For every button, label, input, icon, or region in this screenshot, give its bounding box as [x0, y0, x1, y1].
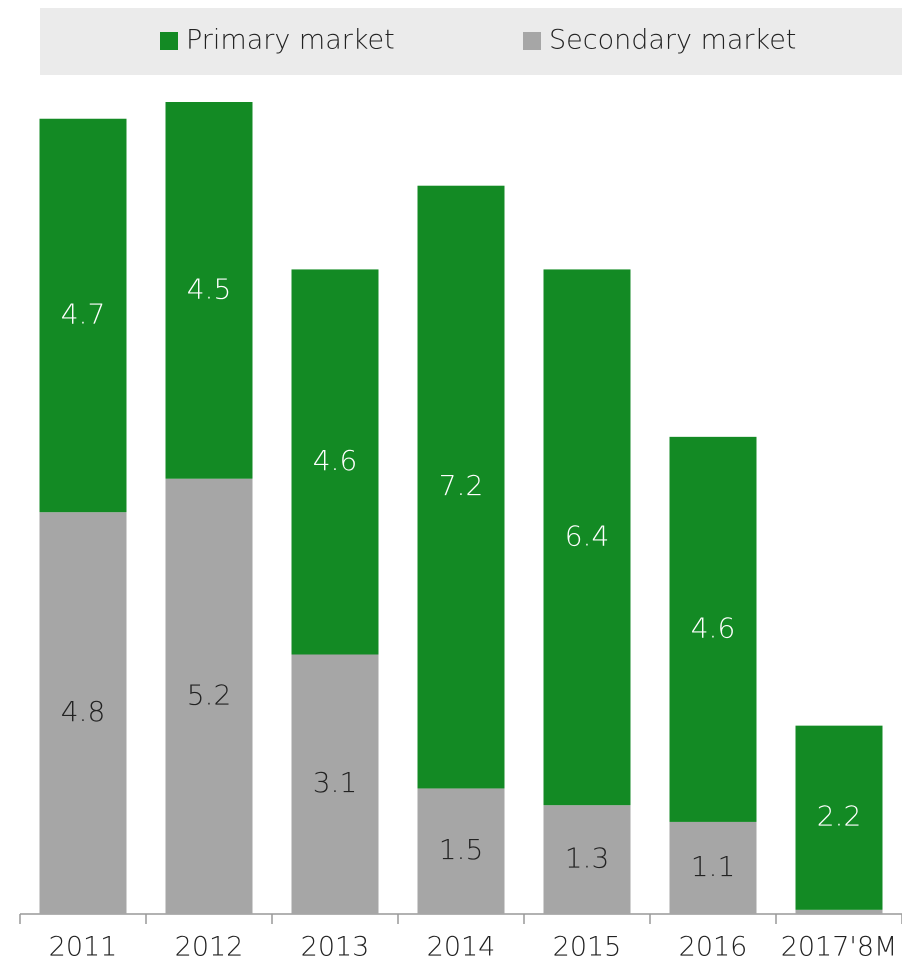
data-label: 3.1	[313, 766, 358, 799]
x-tick-label: 2016	[679, 932, 748, 963]
data-label: 6.4	[565, 519, 610, 552]
x-tick-label: 2011	[49, 932, 118, 963]
bar-segment	[165, 478, 253, 914]
data-label: 4.6	[313, 444, 358, 477]
data-label: 7.2	[439, 469, 484, 502]
data-label: 2.2	[817, 800, 862, 833]
bar-segment	[291, 269, 379, 655]
x-tick-label: 2017'8M	[781, 932, 898, 963]
bar-segment	[795, 909, 883, 914]
bar-segment	[291, 654, 379, 914]
bar-segment	[795, 725, 883, 910]
data-label: 1.1	[691, 850, 736, 883]
bar-segment	[417, 788, 505, 914]
data-label: 4.7	[61, 297, 106, 330]
bar-segment	[669, 436, 757, 822]
x-tick-label: 2012	[175, 932, 244, 963]
data-label: 1.5	[439, 833, 484, 866]
bar-segment	[669, 821, 757, 914]
bar-segment	[165, 102, 253, 479]
bar-segment	[39, 512, 127, 914]
legend-box	[40, 8, 902, 75]
x-tick-label: 2015	[553, 932, 622, 963]
data-label: 4.8	[61, 695, 106, 728]
data-label: 4.5	[187, 272, 232, 305]
data-label: 1.3	[565, 842, 610, 875]
x-tick-label: 2013	[301, 932, 370, 963]
x-tick-label: 2014	[427, 932, 496, 963]
legend-swatch	[160, 32, 178, 50]
bar-segment	[543, 269, 631, 806]
data-label: 4.6	[691, 611, 736, 644]
bar-segment	[417, 185, 505, 789]
legend-label: Primary market	[186, 25, 395, 56]
legend-label: Secondary market	[549, 25, 796, 56]
bar-segment	[39, 118, 127, 513]
data-label: 5.2	[187, 678, 232, 711]
bar-segment	[543, 805, 631, 914]
legend-swatch	[523, 32, 541, 50]
